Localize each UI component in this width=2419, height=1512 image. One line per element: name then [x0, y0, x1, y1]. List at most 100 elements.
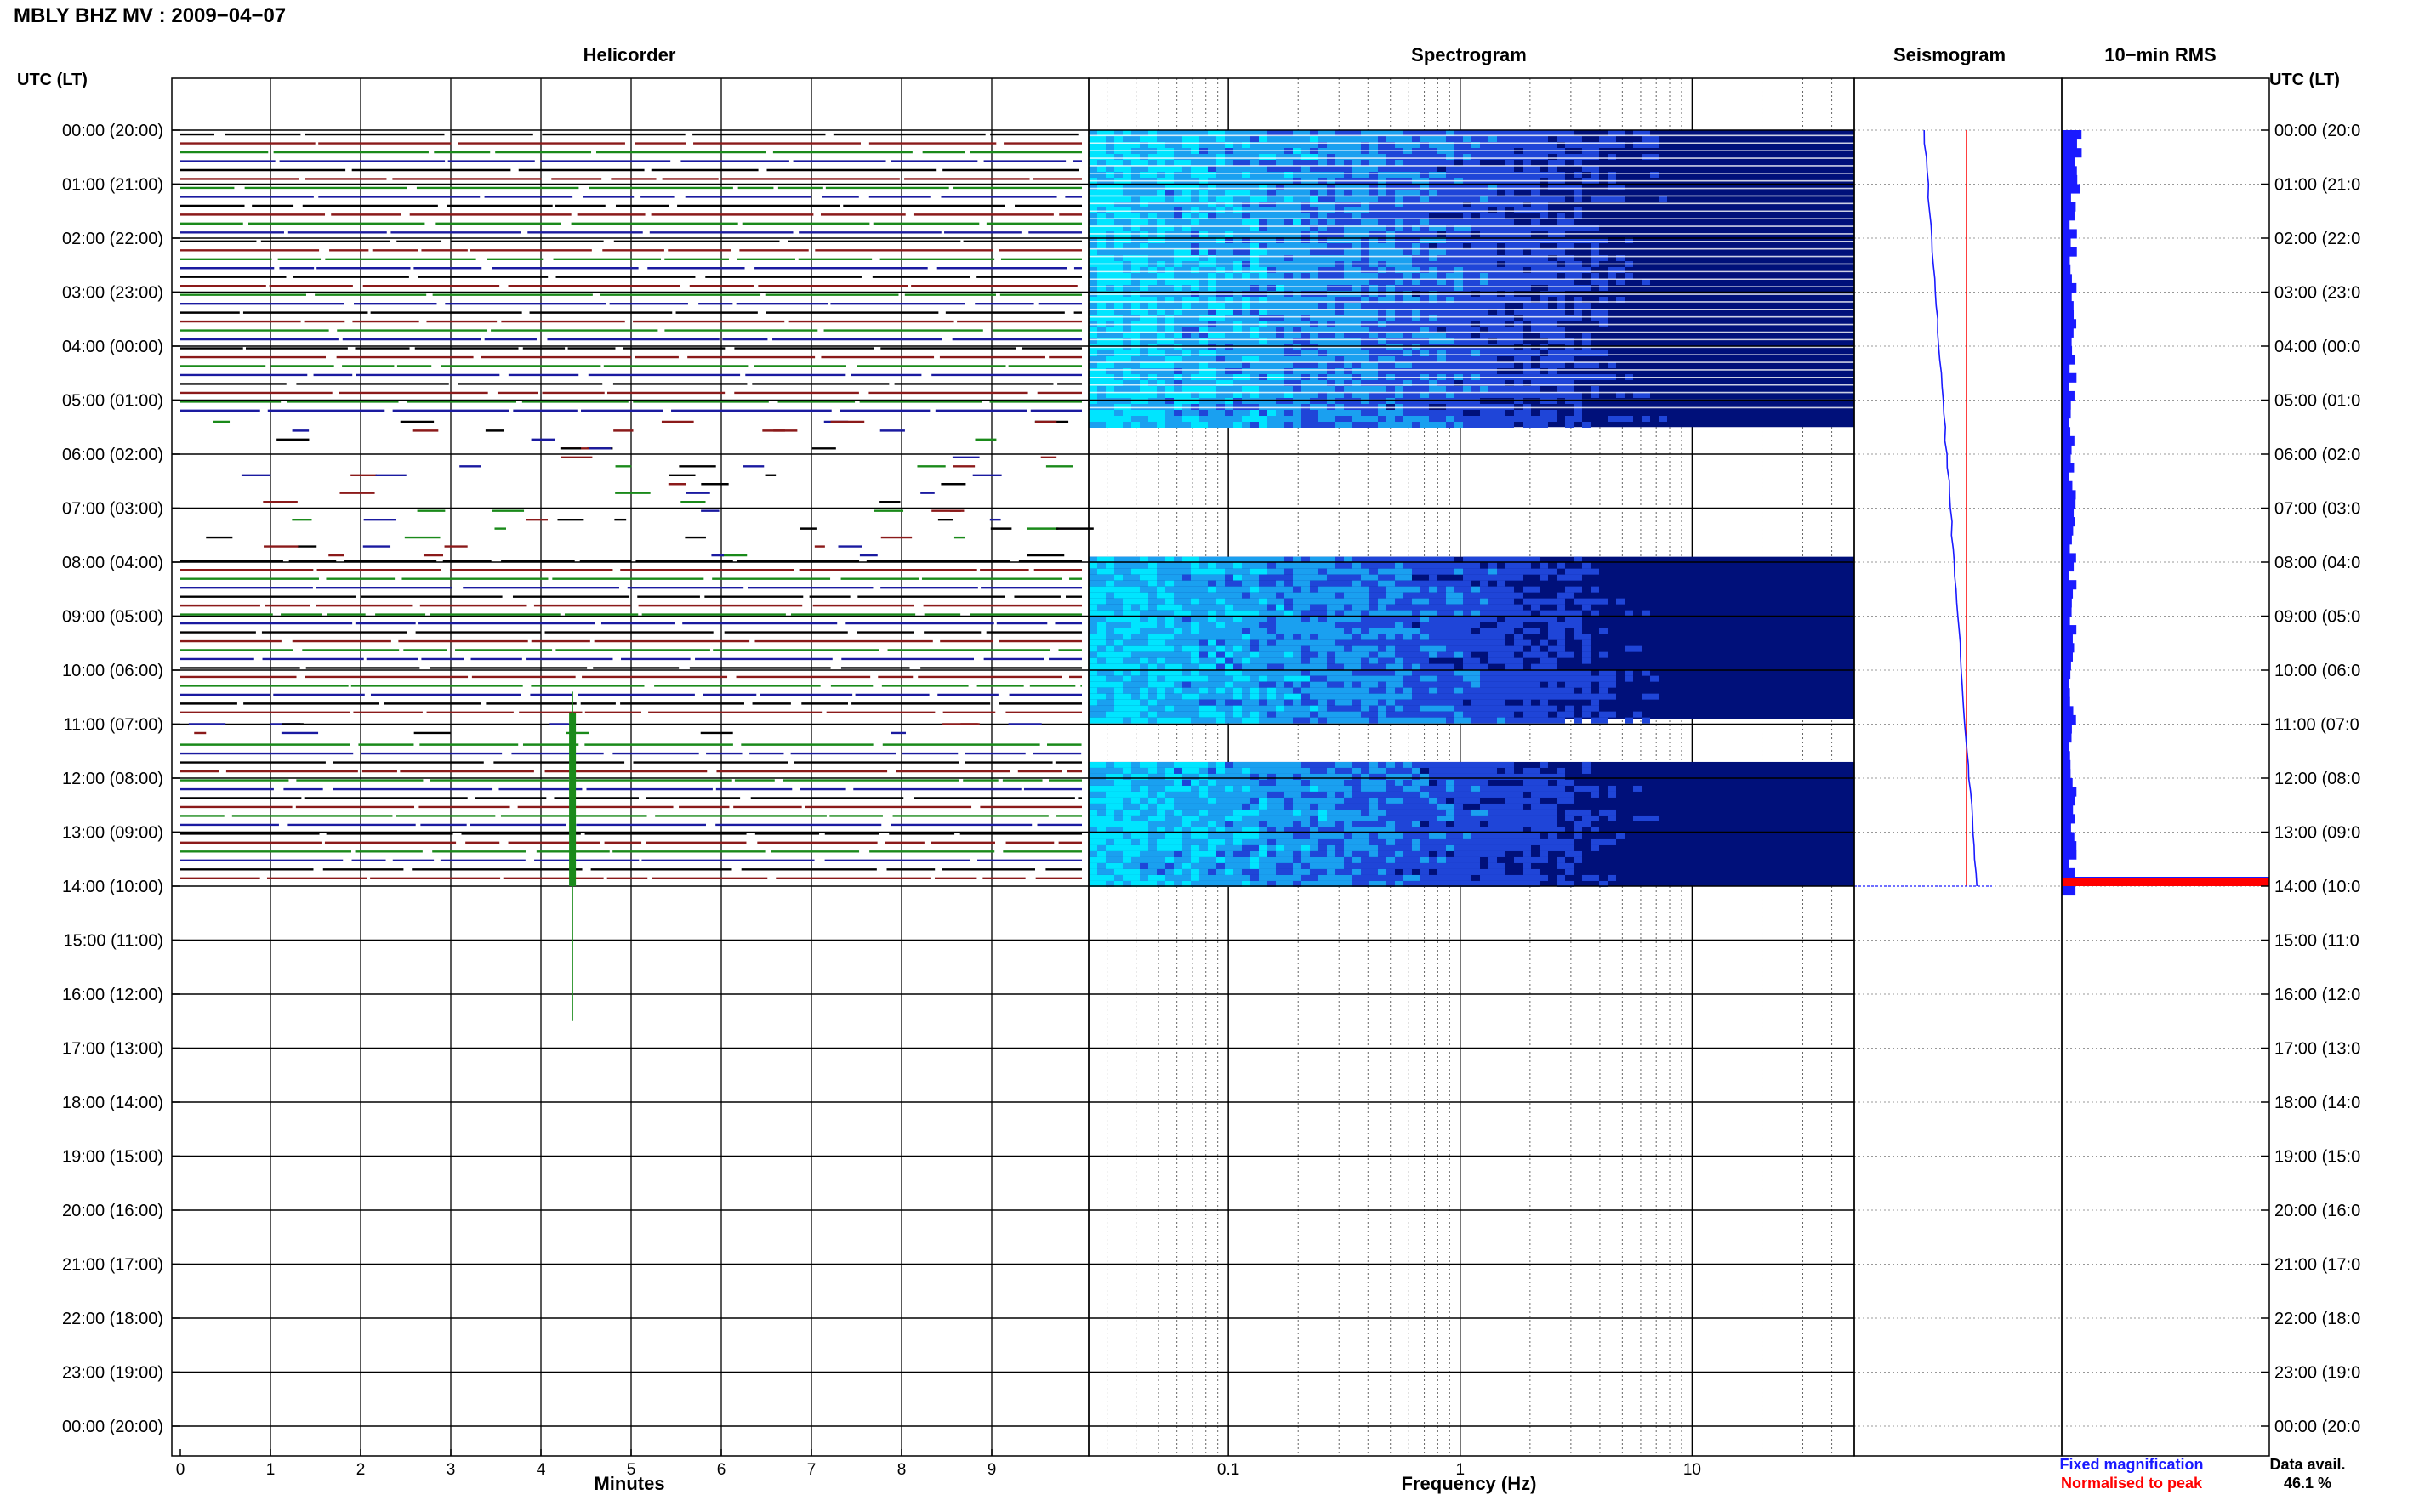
spectrogram-cell [1318, 184, 1327, 190]
spectrogram-cell [1242, 196, 1250, 202]
spectrogram-cell [1582, 669, 1591, 676]
spectrogram-cell [1369, 562, 1378, 569]
spectrogram-cell [1403, 687, 1412, 694]
spectrogram-cell [1301, 586, 1310, 593]
spectrogram-cell [1216, 562, 1225, 569]
spectrogram-cell [1199, 392, 1208, 398]
spectrogram-cell [1540, 273, 1548, 279]
spectrogram-cell [1157, 657, 1165, 664]
spectrogram-cell [1608, 675, 1616, 682]
spectrogram-cell [1250, 693, 1259, 700]
spectrogram-cell [1310, 196, 1318, 202]
spectrogram-cell [1089, 249, 1097, 255]
spectrogram-cell [1412, 568, 1420, 575]
spectrogram-cell [1412, 398, 1420, 404]
spectrogram-cell [1301, 386, 1310, 392]
spectrogram-cell [1191, 592, 1199, 599]
spectrogram-cell [1157, 142, 1165, 148]
spectrogram-cell [1199, 574, 1208, 581]
spectrogram-cell [1497, 639, 1505, 646]
spectrogram-cell [1097, 154, 1106, 160]
spectrogram-cell [1446, 693, 1454, 700]
spectrogram-cell [1208, 172, 1216, 178]
spectrogram-cell [1174, 610, 1182, 617]
spectrogram-cell [1361, 410, 1369, 416]
spectrogram-cell [1378, 610, 1386, 617]
spectrogram-cell [1140, 628, 1148, 634]
spectrogram-cell [1157, 184, 1165, 190]
spectrogram-cell [1378, 634, 1386, 640]
spectrogram-cell [1463, 693, 1471, 700]
spectrogram-cell [1225, 705, 1233, 712]
spectrogram-cell [1225, 154, 1233, 160]
spectrogram-cell [1420, 398, 1429, 404]
spectrogram-cell [1301, 130, 1310, 136]
spectrogram-cell [1548, 333, 1557, 338]
spectrogram-cell [1216, 219, 1225, 225]
spectrogram-cell [1386, 249, 1395, 255]
spectrogram-cell [1548, 237, 1557, 243]
spectrogram-cell [1242, 380, 1250, 386]
spectrogram-cell [1420, 610, 1429, 617]
spectrogram-cell [1097, 249, 1106, 255]
spectrogram-cell [1497, 669, 1505, 676]
spectrogram-cell [1327, 184, 1335, 190]
spectrogram-cell [1412, 166, 1420, 172]
spectrogram-cell [1548, 225, 1557, 231]
spectrogram-cell [1429, 321, 1437, 327]
spectrogram-cell [1497, 219, 1505, 225]
spectrogram-cell [1114, 628, 1123, 634]
spectrogram-cell [1191, 321, 1199, 327]
spectrogram-cell [1250, 172, 1259, 178]
spectrogram-cell [1437, 136, 1446, 142]
spectrogram-cell [1505, 404, 1514, 410]
spectrogram-cell [1208, 327, 1216, 333]
spectrogram-cell [1488, 285, 1497, 291]
spectrogram-cell [1540, 202, 1548, 207]
spectrogram-cell [1471, 705, 1480, 712]
spectrogram-cell [1335, 130, 1344, 136]
spectrogram-cell [1344, 267, 1352, 273]
spectrogram-cell [1429, 309, 1437, 315]
spectrogram-cell [1429, 303, 1437, 309]
spectrogram-cell [1250, 669, 1259, 676]
spectrogram-cell [1199, 675, 1208, 682]
spectrogram-cell [1344, 574, 1352, 581]
spectrogram-cell [1301, 356, 1310, 362]
spectrogram-cell [1471, 350, 1480, 356]
spectrogram-cell [1242, 219, 1250, 225]
spectrogram-cell [1463, 634, 1471, 640]
spectrogram-cell [1403, 663, 1412, 670]
spectrogram-cell [1114, 368, 1123, 374]
spectrogram-cell [1250, 639, 1259, 646]
spectrogram-cell [1412, 675, 1420, 682]
spectrogram-cell [1276, 166, 1284, 172]
spectrogram-cell [1582, 303, 1591, 309]
spectrogram-cell [1242, 213, 1250, 219]
spectrogram-cell [1233, 321, 1242, 327]
spectrogram-cell [1276, 243, 1284, 249]
spectrogram-cell [1514, 657, 1523, 664]
spectrogram-cell [1140, 562, 1148, 569]
spectrogram-cell [1523, 556, 1531, 563]
spectrogram-cell [1599, 681, 1608, 688]
spectrogram-cell [1318, 386, 1327, 392]
spectrogram-cell [1565, 386, 1574, 392]
spectrogram-cell [1557, 184, 1565, 190]
spectrogram-cell [1463, 368, 1471, 374]
spectrogram-cell [1182, 285, 1191, 291]
spectrogram-cell [1242, 172, 1250, 178]
spectrogram-cell [1480, 556, 1488, 563]
spectrogram-cell [1157, 610, 1165, 617]
spectrogram-cell [1301, 410, 1310, 416]
spectrogram-cell [1420, 663, 1429, 670]
spectrogram-cell [1216, 362, 1225, 368]
spectrogram-cell [1437, 142, 1446, 148]
spectrogram-cell [1174, 380, 1182, 386]
spectrogram-cell [1429, 616, 1437, 622]
spectrogram-cell [1293, 225, 1301, 231]
spectrogram-cell [1208, 410, 1216, 416]
spectrogram-cell [1335, 285, 1344, 291]
spectrogram-cell [1233, 160, 1242, 166]
spectrogram-cell [1318, 398, 1327, 404]
